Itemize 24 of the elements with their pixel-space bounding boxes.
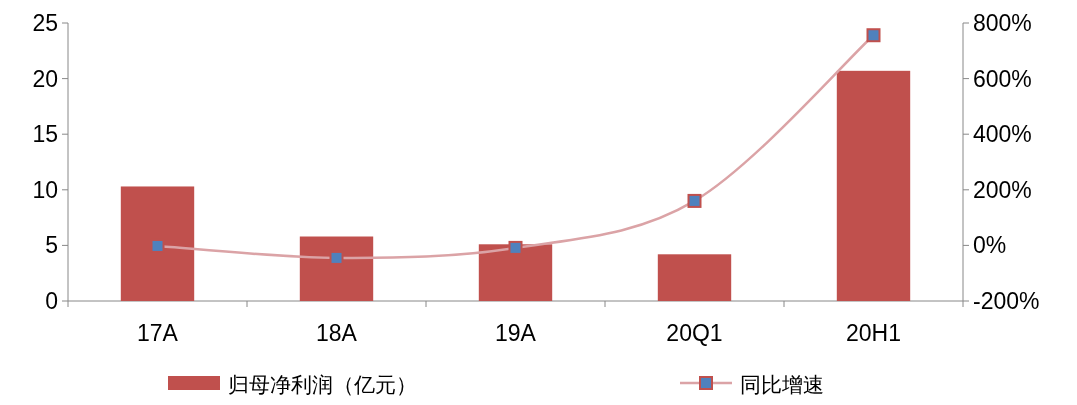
x-tick-label: 20H1 — [846, 320, 901, 346]
y-tick-label: 10 — [32, 176, 58, 203]
y2-tick-label: 400% — [973, 121, 1032, 148]
x-tick-label: 19A — [495, 320, 537, 346]
x-tick-label: 18A — [316, 320, 358, 346]
y-tick-label: 0 — [45, 288, 58, 314]
bar — [120, 186, 195, 301]
x-tick-label: 17A — [137, 320, 179, 346]
x-tick-label: 20Q1 — [666, 320, 723, 346]
bar — [299, 236, 374, 301]
y2-tick-label: 600% — [973, 65, 1032, 92]
y2-tick-label: 200% — [973, 176, 1032, 203]
legend-label: 归母净利润（亿元） — [228, 373, 417, 397]
y2-tick-label: 0% — [973, 232, 1007, 259]
y-tick-label: 5 — [45, 232, 58, 259]
y-tick-label: 25 — [32, 10, 58, 36]
y2-tick-label: -200% — [973, 288, 1040, 314]
y-tick-label: 15 — [32, 121, 58, 148]
y-tick-label: 20 — [32, 65, 58, 92]
bar — [657, 254, 732, 301]
legend-label: 同比增速 — [740, 373, 824, 397]
bar — [836, 70, 911, 301]
bar — [478, 244, 553, 301]
y2-tick-label: 800% — [973, 10, 1032, 36]
